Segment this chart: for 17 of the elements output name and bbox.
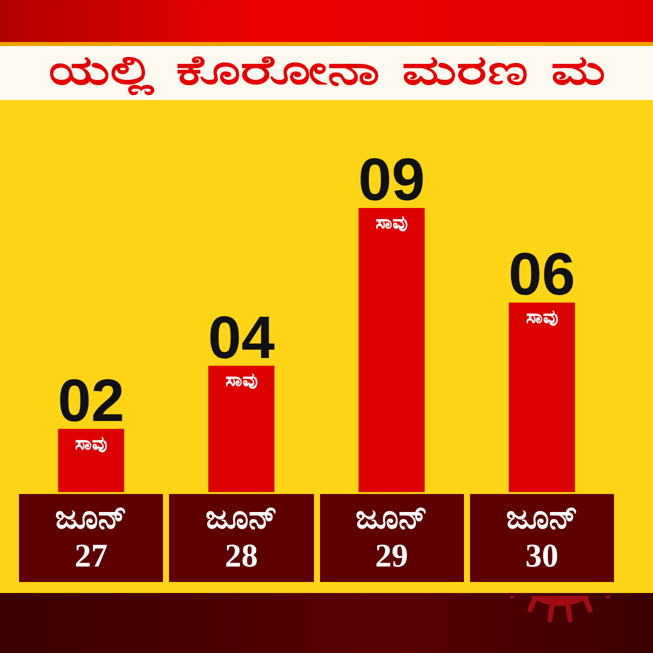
bar — [208, 366, 274, 492]
annotation: ಸಾವು — [225, 369, 258, 392]
annotation: ಸಾವು — [376, 211, 408, 234]
annotation: ಸಾವು — [526, 306, 558, 328]
x-tick-label: ಜೂನ್ 28 — [205, 500, 278, 574]
bar — [358, 208, 425, 492]
bar — [58, 428, 124, 492]
chart-title: ಯಲ್ಲಿ ಕೊರೋನಾ ಮರಣ ಮ — [48, 46, 605, 94]
x-tick-label: ಜೂನ್ 29 — [356, 500, 428, 574]
data-label: 09 — [358, 146, 425, 213]
x-tick-label: ಜೂನ್ 27 — [55, 500, 128, 574]
bar — [508, 302, 575, 492]
annotation: ಸಾವು — [75, 432, 108, 454]
data-label: 04 — [208, 304, 276, 371]
x-tick-label: ಜೂನ್ 30 — [506, 500, 578, 574]
data-label: 02 — [58, 366, 124, 434]
data-label: 06 — [508, 240, 576, 308]
